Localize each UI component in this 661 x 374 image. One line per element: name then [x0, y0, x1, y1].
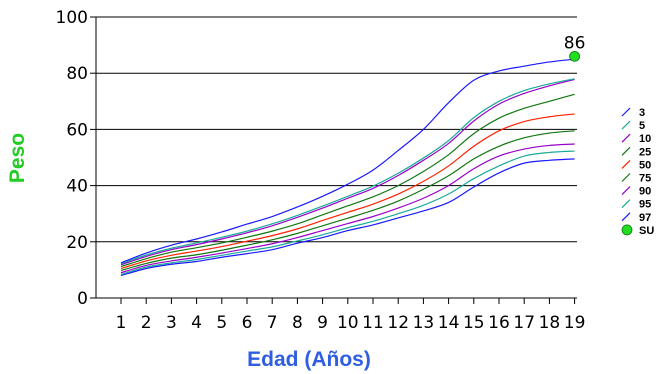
legend-swatch [621, 186, 631, 196]
legend-label: SU [639, 225, 654, 237]
x-tick-label: 2 [141, 313, 152, 333]
series-lines [120, 58, 575, 277]
x-tick-label: 13 [413, 313, 435, 333]
legend-label: 5 [639, 120, 645, 132]
legend-label: 50 [639, 159, 651, 171]
y-tick-label: 40 [66, 177, 88, 197]
legend-swatch [621, 199, 631, 209]
x-tick-label: 15 [463, 313, 485, 333]
y-tick-label: 100 [56, 8, 88, 28]
legend-swatch [621, 120, 631, 130]
legend-label: 95 [639, 199, 651, 211]
x-tick-labels: 1 2 3 4 5 6 7 8 9 10 11 12 13 14 15 16 17 18 19 [116, 298, 586, 333]
x-tick-label: 1 [116, 313, 127, 333]
series-line-p5 [120, 150, 575, 275]
legend-label: 90 [639, 186, 651, 198]
x-tick-label: 17 [513, 313, 535, 333]
legend-label: 97 [639, 212, 651, 224]
series-line-p97 [120, 58, 575, 264]
x-tick-label: 18 [539, 313, 561, 333]
y-tick-label: 20 [66, 233, 88, 253]
series-line-p95 [120, 78, 575, 265]
legend-label: 10 [639, 133, 651, 145]
x-tick-label: 11 [362, 313, 384, 333]
point-marker-su [569, 50, 580, 62]
x-tick-label: 5 [216, 313, 227, 333]
y-tick-label: 80 [66, 64, 88, 84]
legend-swatch [621, 146, 631, 156]
x-tick-label: 6 [242, 313, 253, 333]
legend-label: 3 [639, 107, 645, 119]
y-tick-labels: 0 20 40 60 80 100 [56, 8, 96, 309]
x-tick-label: 12 [387, 313, 409, 333]
x-tick-label: 9 [317, 313, 328, 333]
series-line-p75 [120, 93, 575, 268]
legend-label: 25 [639, 146, 651, 158]
series-line-p50 [120, 113, 575, 270]
data-points: 86 [564, 33, 586, 62]
y-tick-label: 60 [66, 120, 88, 140]
x-tick-label: 8 [292, 313, 303, 333]
x-axis-title: Edad (Años) [247, 348, 371, 371]
x-tick-label: 4 [191, 313, 202, 333]
series-line-p90 [120, 78, 575, 266]
legend-label: 75 [639, 173, 651, 185]
series-line-p25 [120, 130, 575, 272]
x-tick-label: 19 [564, 313, 586, 333]
series-line-p10 [120, 143, 575, 274]
x-tick-label: 7 [267, 313, 278, 333]
legend-swatch [621, 159, 631, 169]
axes [95, 17, 577, 299]
series-line-p3 [120, 158, 575, 277]
legend-swatch [621, 212, 631, 222]
point-value-label: 86 [564, 33, 586, 53]
legend-swatch [621, 133, 631, 143]
legend-point-swatch [621, 224, 633, 236]
x-tick-label: 3 [166, 313, 177, 333]
y-tick-label: 0 [77, 289, 88, 309]
x-tick-label: 10 [337, 313, 359, 333]
grid-lines [96, 16, 577, 243]
legend-swatch [621, 107, 631, 117]
legend-swatch [621, 173, 631, 182]
y-axis-title: Peso [6, 133, 29, 183]
x-tick-label: 16 [488, 313, 510, 333]
x-tick-label: 14 [438, 313, 460, 333]
